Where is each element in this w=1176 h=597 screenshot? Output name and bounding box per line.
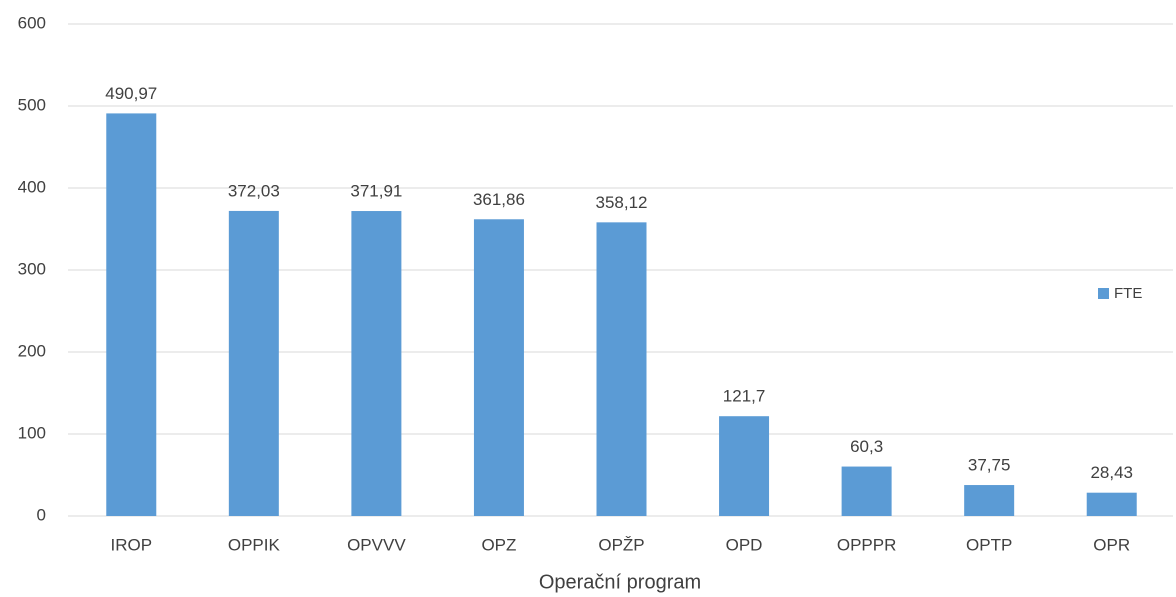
y-tick-label: 200 bbox=[18, 341, 46, 360]
bar bbox=[473, 219, 524, 517]
legend-label: FTE bbox=[1114, 285, 1142, 302]
data-label: 358,12 bbox=[596, 193, 648, 212]
y-tick-label: 0 bbox=[37, 505, 46, 524]
bar bbox=[596, 222, 647, 516]
x-tick-label: IROP bbox=[110, 535, 152, 554]
x-tick-label: OPPPR bbox=[837, 535, 897, 554]
x-tick-label: OPD bbox=[726, 535, 763, 554]
bar bbox=[1086, 492, 1137, 516]
data-label: 361,86 bbox=[473, 190, 525, 209]
x-tick-label: OPVVV bbox=[347, 535, 406, 554]
y-tick-label: 100 bbox=[18, 423, 46, 442]
data-label: 37,75 bbox=[968, 456, 1011, 475]
data-label: 121,7 bbox=[723, 387, 766, 406]
bar bbox=[719, 416, 770, 516]
x-tick-label: OPPIK bbox=[228, 535, 281, 554]
y-tick-label: 400 bbox=[18, 177, 46, 196]
data-label: 28,43 bbox=[1090, 463, 1133, 482]
y-tick-label: 500 bbox=[18, 95, 46, 114]
bar bbox=[351, 211, 402, 516]
bar bbox=[964, 485, 1015, 516]
bar bbox=[106, 113, 157, 516]
data-label: 372,03 bbox=[228, 181, 280, 200]
legend-swatch bbox=[1098, 288, 1109, 299]
data-label: 371,91 bbox=[350, 182, 402, 201]
y-tick-label: 300 bbox=[18, 259, 46, 278]
data-label: 60,3 bbox=[850, 437, 883, 456]
bar bbox=[841, 466, 892, 516]
x-tick-label: OPŽP bbox=[598, 535, 644, 554]
x-tick-label: OPZ bbox=[481, 535, 516, 554]
x-tick-label: OPTP bbox=[966, 535, 1012, 554]
x-axis-title: Operační program bbox=[539, 571, 701, 593]
y-tick-label: 600 bbox=[18, 13, 46, 32]
bar bbox=[228, 210, 279, 516]
data-label: 490,97 bbox=[105, 84, 157, 103]
x-tick-label: OPR bbox=[1093, 535, 1130, 554]
